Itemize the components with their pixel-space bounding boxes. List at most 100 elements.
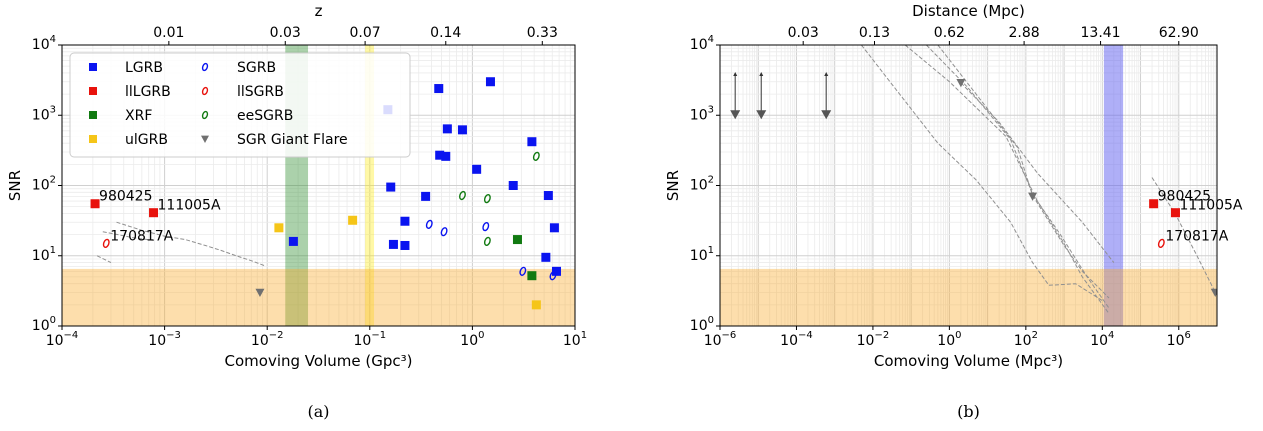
marker-ring (425, 219, 433, 229)
legend-box (69, 52, 411, 158)
x-tick-label: 10−1 (354, 330, 387, 349)
limit-arrow-tip (824, 71, 829, 76)
top-axis-label: Distance (Mpc) (912, 2, 1025, 20)
marker-ring (459, 190, 466, 201)
x-tick-label: 106 (1167, 330, 1191, 349)
top-tick-label: 62.90 (1159, 25, 1199, 41)
y-tick-label: 101 (690, 245, 714, 264)
decay-curve (102, 231, 155, 241)
x-tick-label: 10−2 (857, 330, 890, 349)
marker-ring (549, 271, 557, 281)
y-tick-label: 104 (690, 34, 714, 53)
marker-square (89, 111, 97, 119)
marker-square (89, 87, 97, 95)
decay-curve (1151, 177, 1216, 293)
y-tick-exponent: 0 (50, 315, 56, 326)
x-tick-label: 10−6 (704, 330, 737, 349)
marker-triangle (1210, 288, 1217, 297)
x-axis-label: Comoving Volume (Gpc³) (225, 352, 413, 370)
legend-label: XRF (125, 108, 152, 124)
x-tick-exponent: −4 (798, 330, 813, 341)
marker-square (527, 271, 537, 281)
marker-triangle (255, 288, 265, 297)
y-tick-exponent: 1 (50, 245, 56, 256)
y-tick-label: 100 (32, 315, 56, 334)
x-tick-exponent: −6 (722, 330, 737, 341)
marker-square (386, 182, 396, 192)
x-tick-exponent: −2 (874, 330, 889, 341)
series-xrf (512, 235, 537, 281)
band-vertical (1103, 45, 1124, 326)
x-tick-exponent: −2 (269, 330, 284, 341)
top-tick-label: 0.13 (859, 25, 890, 41)
top-tick-label: 0.07 (350, 25, 381, 41)
y-axis-label: SNR (664, 170, 682, 201)
band-vertical (365, 45, 375, 326)
limit-arrow-head (730, 110, 741, 120)
marker-square (442, 124, 452, 134)
legend-label: eeSGRB (237, 108, 293, 124)
top-tick-label: 0.62 (934, 25, 965, 41)
limit-arrow-tip (733, 71, 738, 76)
marker-ring (519, 266, 527, 276)
marker-ring (201, 62, 209, 72)
legend-label: llSGRB (237, 84, 284, 100)
marker-square (149, 208, 159, 218)
marker-square (508, 181, 518, 190)
marker-square (441, 151, 451, 161)
x-tick-exponent: 4 (1108, 330, 1114, 341)
y-tick-exponent: 0 (708, 315, 714, 326)
x-tick-label: 10−2 (251, 330, 284, 349)
limit-arrow-head (821, 110, 832, 120)
marker-square (549, 223, 559, 233)
marker-ring (482, 221, 490, 232)
x-tick-exponent: 2 (1032, 330, 1038, 341)
series-eesgrb (459, 151, 540, 247)
marker-ring (532, 151, 540, 161)
annotation-980425: 980425 (1158, 189, 1211, 205)
annotation-111005A: 111005A (1179, 198, 1242, 214)
y-tick-exponent: 2 (50, 175, 56, 186)
y-tick-exponent: 3 (50, 104, 56, 115)
y-tick-exponent: 3 (708, 104, 714, 115)
y-tick-exponent: 4 (50, 34, 56, 45)
marker-ring (483, 236, 491, 247)
marker-square (89, 63, 97, 71)
legend-label: ulGRB (125, 132, 168, 148)
legend: LGRB llLGRB XRF ulGRB SGRB llSGRB eeSGRB SGR Gi… (69, 52, 411, 158)
marker-square (541, 252, 551, 262)
y-tick-exponent: 1 (708, 245, 714, 256)
legend-label: llLGRB (125, 84, 171, 100)
marker-square (435, 150, 445, 160)
annotation-170817A: 170817A (110, 228, 173, 244)
decay-curve (96, 255, 112, 264)
decay-curve (904, 45, 1110, 314)
marker-ring (1157, 238, 1165, 248)
marker-square (388, 239, 398, 249)
x-tick-label: 10−4 (780, 330, 813, 349)
top-tick-label: 13.41 (1081, 25, 1121, 41)
x-tick-label: 104 (1090, 330, 1114, 349)
marker-ring (102, 238, 110, 248)
marker-square (400, 240, 410, 250)
series-llsgrb (1157, 238, 1165, 248)
annotation-170817A: 170817A (1165, 228, 1228, 244)
marker-square (485, 77, 495, 87)
marker-square (400, 216, 410, 226)
x-tick-exponent: 6 (1184, 330, 1190, 341)
band-horizontal (62, 268, 575, 326)
marker-ring (440, 227, 448, 237)
series-lllgrb (1149, 199, 1180, 218)
top-tick-label: 0.03 (270, 25, 301, 41)
y-tick-label: 102 (32, 175, 56, 194)
limit-arrow-tip (759, 71, 764, 76)
marker-square (512, 235, 522, 245)
x-axis-label: Comoving Volume (Mpc³) (874, 352, 1063, 370)
legend-label: LGRB (125, 60, 163, 76)
marker-square (89, 135, 97, 143)
marker-triangle (956, 79, 966, 88)
series-lgrb (288, 77, 561, 276)
x-tick-label: 102 (1014, 330, 1038, 349)
